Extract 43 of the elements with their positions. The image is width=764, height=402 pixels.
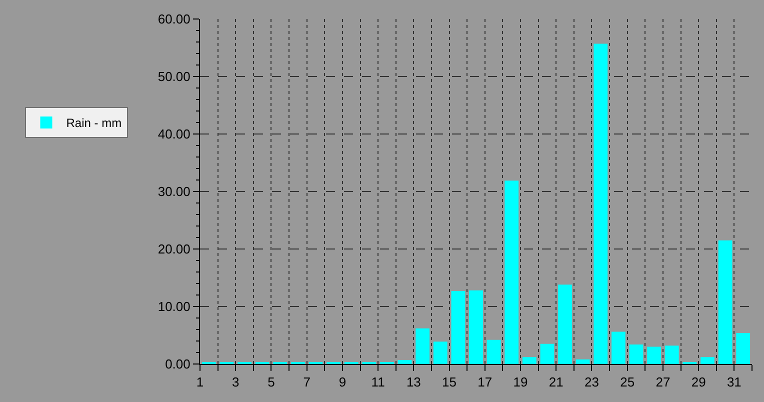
bar — [540, 344, 554, 364]
bar — [576, 359, 590, 364]
x-tick-label: 17 — [478, 374, 492, 390]
y-tick-label: 40.00 — [158, 126, 190, 142]
bar — [558, 284, 572, 364]
x-tick-label: 21 — [548, 374, 564, 390]
bar — [718, 240, 732, 364]
bar — [451, 290, 466, 364]
x-tick-label: 25 — [620, 374, 635, 390]
bar — [522, 357, 536, 364]
y-tick-label: 0.00 — [165, 356, 190, 372]
bar — [612, 332, 626, 364]
y-tick-label: 10.00 — [158, 299, 190, 314]
x-tick-label: 19 — [513, 374, 528, 390]
bar — [664, 346, 679, 364]
x-tick-label: 29 — [691, 374, 706, 390]
x-tick-label: 15 — [442, 374, 457, 390]
y-tick-label: 30.00 — [158, 184, 190, 200]
legend-label: Rain - mm — [66, 116, 122, 130]
bar — [629, 344, 644, 364]
bar — [486, 340, 501, 364]
x-tick-label: 3 — [232, 374, 240, 390]
x-tick-label: 13 — [406, 374, 421, 390]
x-tick-label: 1 — [196, 374, 204, 390]
x-tick-label: 5 — [268, 374, 275, 390]
bar — [504, 180, 519, 364]
bar — [398, 360, 412, 364]
x-tick-label: 11 — [371, 374, 385, 390]
bar — [736, 332, 750, 364]
bar — [433, 342, 448, 364]
x-tick-label: 23 — [584, 374, 599, 390]
bar — [469, 290, 483, 364]
bar — [416, 328, 430, 364]
y-tick-label: 60.00 — [158, 12, 190, 27]
y-tick-label: 20.00 — [158, 242, 190, 257]
x-tick-label: 9 — [338, 374, 346, 390]
bar — [647, 346, 662, 364]
x-tick-label: 7 — [303, 374, 310, 390]
y-tick-label: 50.00 — [158, 69, 190, 84]
bar — [594, 44, 608, 364]
bar — [700, 357, 714, 364]
x-tick-label: 31 — [726, 374, 742, 390]
x-tick-label: 27 — [656, 374, 670, 390]
